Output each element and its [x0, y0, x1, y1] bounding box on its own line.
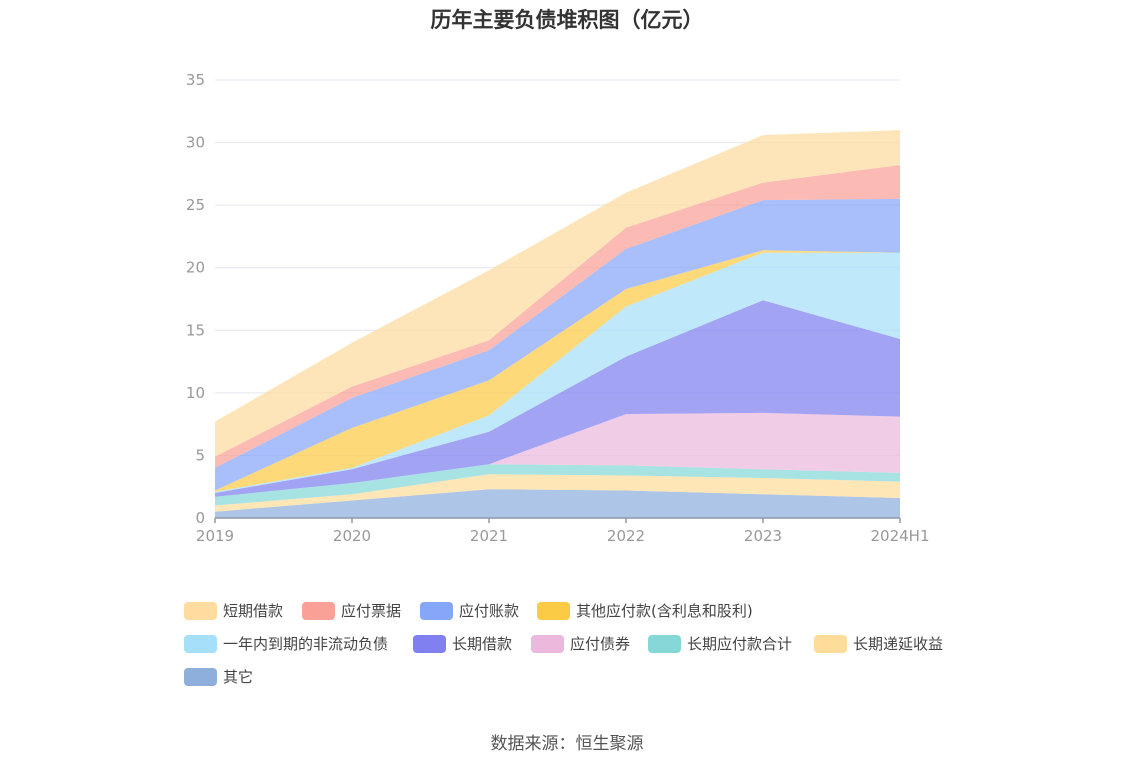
- area-series-长期借款[interactable]: [215, 300, 900, 497]
- area-series: [215, 130, 900, 518]
- y-tick-label: 25: [186, 196, 205, 214]
- legend-item[interactable]: 短期借款: [184, 600, 283, 621]
- legend-swatch: [814, 634, 847, 653]
- area-series-长期递延收益[interactable]: [215, 474, 900, 512]
- legend-label: 一年内到期的非流动负债: [223, 635, 389, 653]
- legend-label: 长期借款: [452, 635, 513, 653]
- y-tick-label: 15: [186, 321, 205, 339]
- legend-item[interactable]: 其它: [184, 666, 253, 687]
- legend-swatch: [184, 634, 217, 653]
- area-series-应付账款[interactable]: [215, 198, 900, 491]
- legend-label: 其他应付款(含利息和股利): [576, 602, 753, 620]
- y-tick-label: 5: [195, 446, 205, 464]
- y-tick-label: 20: [186, 259, 205, 277]
- area-series-其它[interactable]: [215, 489, 900, 518]
- legend-item[interactable]: 长期应付款合计: [648, 633, 792, 654]
- legend-label: 应付票据: [341, 602, 402, 620]
- x-tick-label: 2021: [470, 527, 508, 545]
- legend-item[interactable]: 长期递延收益: [814, 633, 943, 654]
- legend-label: 长期递延收益: [853, 635, 944, 653]
- axes: 0 5 10 15 20 25 30 35 2019 2020 2021 2022 2023 2024H1: [186, 71, 930, 545]
- legend-item[interactable]: 其他应付款(含利息和股利): [537, 600, 753, 621]
- x-tick-label: 2023: [744, 527, 782, 545]
- area-series-其他应付款(含利息和股利)[interactable]: [215, 250, 900, 492]
- area-series-一年内到期的非流动负债[interactable]: [215, 252, 900, 493]
- x-tick-label: 2019: [196, 527, 234, 545]
- area-series-应付票据[interactable]: [215, 165, 900, 468]
- legend-item[interactable]: 应付债券: [531, 633, 630, 654]
- y-tick-label: 10: [186, 384, 205, 402]
- legend-label: 应付账款: [459, 602, 520, 620]
- chart-title: 历年主要负债堆积图（亿元）: [430, 8, 704, 32]
- source-note: 数据来源：恒生聚源: [490, 734, 644, 754]
- legend-swatch: [184, 601, 217, 620]
- legend-swatch: [413, 634, 446, 653]
- stacked-area-chart: 0 5 10 15 20 25 30 35 2019 2020 2021 2022 2023 2024H1: [186, 71, 930, 545]
- legend-item[interactable]: 一年内到期的非流动负债: [184, 633, 388, 654]
- y-tick-label: 35: [186, 71, 205, 89]
- x-tick-label: 2024H1: [871, 527, 930, 545]
- legend-label: 应付债券: [570, 635, 631, 653]
- x-tick-label: 2022: [607, 527, 645, 545]
- legend-label: 长期应付款合计: [687, 635, 793, 653]
- area-series-应付债券[interactable]: [215, 412, 900, 497]
- legend-item[interactable]: 应付账款: [420, 600, 519, 621]
- legend-swatch: [184, 667, 217, 686]
- legend-label: 其它: [223, 668, 254, 686]
- area-series-长期应付款合计[interactable]: [215, 464, 900, 506]
- legend-swatch: [537, 601, 570, 620]
- legend-swatch: [420, 601, 453, 620]
- y-tick-label: 30: [186, 134, 205, 152]
- legend-label: 短期借款: [223, 602, 284, 620]
- y-tick-label: 0: [195, 509, 205, 527]
- legend-swatch: [531, 634, 564, 653]
- legend-swatch: [302, 601, 335, 620]
- legend-item[interactable]: 长期借款: [413, 633, 512, 654]
- area-series-短期借款[interactable]: [215, 130, 900, 457]
- legend-swatch: [648, 634, 681, 653]
- x-tick-label: 2020: [333, 527, 371, 545]
- legend-item[interactable]: 应付票据: [302, 600, 401, 621]
